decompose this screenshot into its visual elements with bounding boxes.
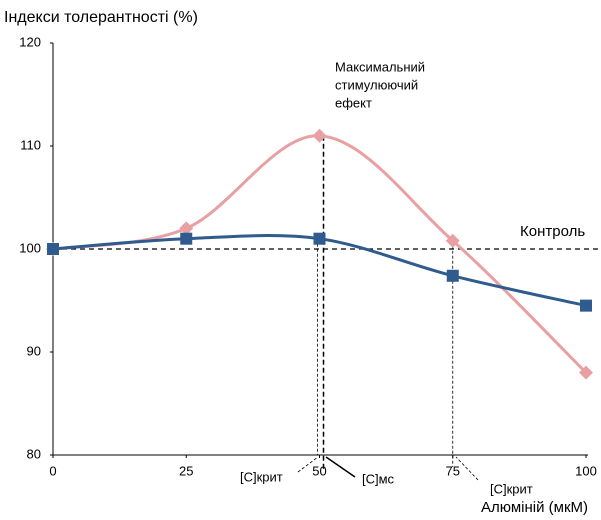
annotation: [С]крит (490, 481, 533, 496)
series-line (52, 134, 588, 374)
marker (579, 365, 593, 380)
annotation: ефект (335, 95, 372, 110)
y-tick-label: 120 (19, 34, 41, 49)
marker (47, 243, 59, 255)
marker (445, 233, 460, 248)
x-tick-label: 0 (49, 463, 56, 478)
marker (179, 221, 194, 236)
y-tick-label: 90 (27, 343, 41, 358)
annotation: [С]крит (240, 469, 283, 484)
pointer (325, 456, 356, 478)
marker (180, 232, 193, 245)
marker (313, 232, 326, 245)
control-label: Контроль (520, 223, 585, 240)
y-tick-label: 110 (20, 137, 41, 152)
chart-title: Індекси толерантності (%) (4, 9, 198, 26)
x-tick-label: 25 (179, 463, 193, 478)
marker (312, 128, 327, 143)
series-line (52, 234, 587, 308)
annotation: стимулюючий (335, 77, 418, 92)
x-axis-title: Алюміній (мкМ) (481, 499, 588, 516)
y-tick-label: 80 (27, 446, 41, 461)
marker (580, 299, 592, 312)
pointer (455, 456, 479, 481)
pointer (297, 456, 319, 473)
x-tick-label: 50 (312, 463, 326, 478)
y-tick-label: 100 (19, 240, 41, 255)
marker (446, 269, 459, 282)
x-tick-label: 100 (575, 463, 597, 478)
annotation: Максимальний (335, 59, 425, 74)
annotation: [С]мс (362, 471, 395, 486)
x-tick-label: 75 (446, 463, 460, 478)
